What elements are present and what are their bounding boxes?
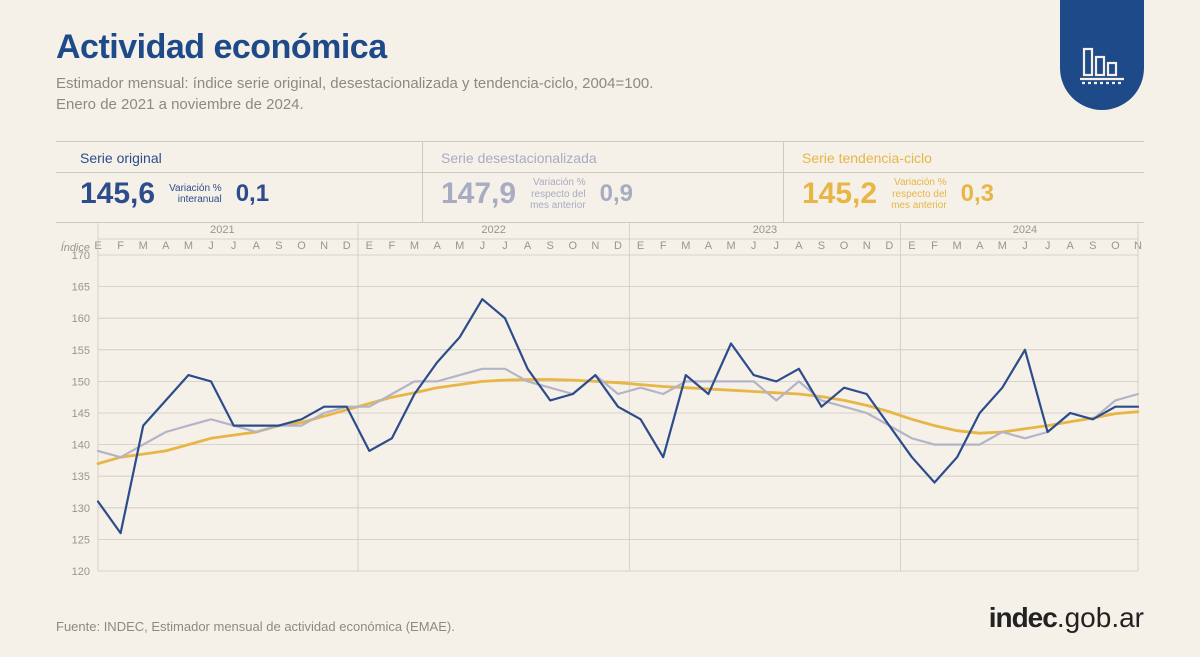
- svg-text:O: O: [1111, 240, 1120, 252]
- svg-text:155: 155: [72, 344, 90, 356]
- svg-text:J: J: [480, 240, 486, 252]
- bar-chart-icon: [1078, 41, 1126, 89]
- stat-value: 145,6: [80, 177, 155, 211]
- stat-name: Serie tendencia-ciclo: [784, 150, 1144, 173]
- svg-text:J: J: [774, 240, 780, 252]
- svg-text:D: D: [614, 240, 622, 252]
- svg-text:F: F: [389, 240, 396, 252]
- svg-text:2022: 2022: [481, 224, 505, 236]
- svg-text:M: M: [455, 240, 464, 252]
- svg-text:F: F: [660, 240, 667, 252]
- svg-text:A: A: [162, 240, 170, 252]
- svg-text:J: J: [1045, 240, 1051, 252]
- stat-value: 147,9: [441, 177, 516, 211]
- svg-text:J: J: [1022, 240, 1028, 252]
- stat-var-value: 0,9: [600, 180, 633, 208]
- svg-text:O: O: [840, 240, 849, 252]
- stat-var-value: 0,3: [961, 180, 994, 208]
- svg-text:M: M: [953, 240, 962, 252]
- svg-text:N: N: [591, 240, 599, 252]
- svg-text:O: O: [569, 240, 578, 252]
- subtitle: Estimador mensual: índice serie original…: [56, 73, 1144, 115]
- stats-row: Serie original 145,6 Variación %interanu…: [56, 141, 1144, 223]
- stat-name: Serie original: [56, 150, 422, 173]
- svg-text:M: M: [681, 240, 690, 252]
- stat-value: 145,2: [802, 177, 877, 211]
- svg-text:A: A: [433, 240, 441, 252]
- svg-text:M: M: [998, 240, 1007, 252]
- svg-text:A: A: [524, 240, 532, 252]
- stat-block: Serie original 145,6 Variación %interanu…: [56, 142, 422, 222]
- svg-text:120: 120: [72, 566, 90, 578]
- svg-text:145: 145: [72, 408, 90, 420]
- svg-text:S: S: [275, 240, 282, 252]
- svg-text:M: M: [726, 240, 735, 252]
- svg-text:M: M: [139, 240, 148, 252]
- svg-text:A: A: [253, 240, 261, 252]
- svg-text:165: 165: [72, 281, 90, 293]
- svg-text:E: E: [637, 240, 644, 252]
- footer: Fuente: INDEC, Estimador mensual de acti…: [56, 602, 1144, 634]
- stat-var-label: Variación %respecto delmes anterior: [891, 177, 947, 212]
- svg-text:D: D: [343, 240, 351, 252]
- stat-var-label: Variación %respecto delmes anterior: [530, 177, 586, 212]
- page-title: Actividad económica: [56, 28, 1144, 67]
- svg-text:E: E: [366, 240, 373, 252]
- stat-block: Serie desestacionalizada 147,9 Variación…: [422, 142, 783, 222]
- svg-text:A: A: [705, 240, 713, 252]
- svg-text:S: S: [1089, 240, 1096, 252]
- svg-text:E: E: [908, 240, 915, 252]
- header: Actividad económica Estimador mensual: í…: [0, 0, 1200, 123]
- svg-text:135: 135: [72, 471, 90, 483]
- svg-text:J: J: [751, 240, 757, 252]
- svg-text:J: J: [231, 240, 237, 252]
- svg-text:160: 160: [72, 313, 90, 325]
- stat-block: Serie tendencia-ciclo 145,2 Variación %r…: [783, 142, 1144, 222]
- svg-text:N: N: [863, 240, 871, 252]
- svg-text:O: O: [297, 240, 306, 252]
- svg-text:140: 140: [72, 439, 90, 451]
- svg-text:M: M: [184, 240, 193, 252]
- svg-text:N: N: [320, 240, 328, 252]
- svg-text:125: 125: [72, 534, 90, 546]
- svg-text:Índice: Índice: [61, 241, 90, 254]
- logo-badge: [1060, 0, 1144, 110]
- svg-text:2023: 2023: [753, 224, 777, 236]
- svg-text:F: F: [931, 240, 938, 252]
- svg-text:130: 130: [72, 502, 90, 514]
- svg-text:150: 150: [72, 376, 90, 388]
- svg-text:A: A: [976, 240, 984, 252]
- svg-text:J: J: [502, 240, 508, 252]
- svg-text:S: S: [547, 240, 554, 252]
- svg-text:J: J: [208, 240, 214, 252]
- stat-var-label: Variación %interanual: [169, 183, 222, 206]
- line-chart: 120125130135140145150155160165170ÍndiceE…: [56, 223, 1144, 588]
- svg-text:D: D: [885, 240, 893, 252]
- svg-text:S: S: [818, 240, 825, 252]
- svg-text:A: A: [795, 240, 803, 252]
- svg-text:M: M: [410, 240, 419, 252]
- svg-text:2021: 2021: [210, 224, 234, 236]
- svg-text:A: A: [1067, 240, 1075, 252]
- stat-var-value: 0,1: [236, 180, 269, 208]
- svg-text:2024: 2024: [1013, 224, 1037, 236]
- brand-logo: indec.gob.ar: [989, 602, 1144, 634]
- source-text: Fuente: INDEC, Estimador mensual de acti…: [56, 619, 455, 634]
- stat-name: Serie desestacionalizada: [423, 150, 783, 173]
- svg-text:F: F: [117, 240, 124, 252]
